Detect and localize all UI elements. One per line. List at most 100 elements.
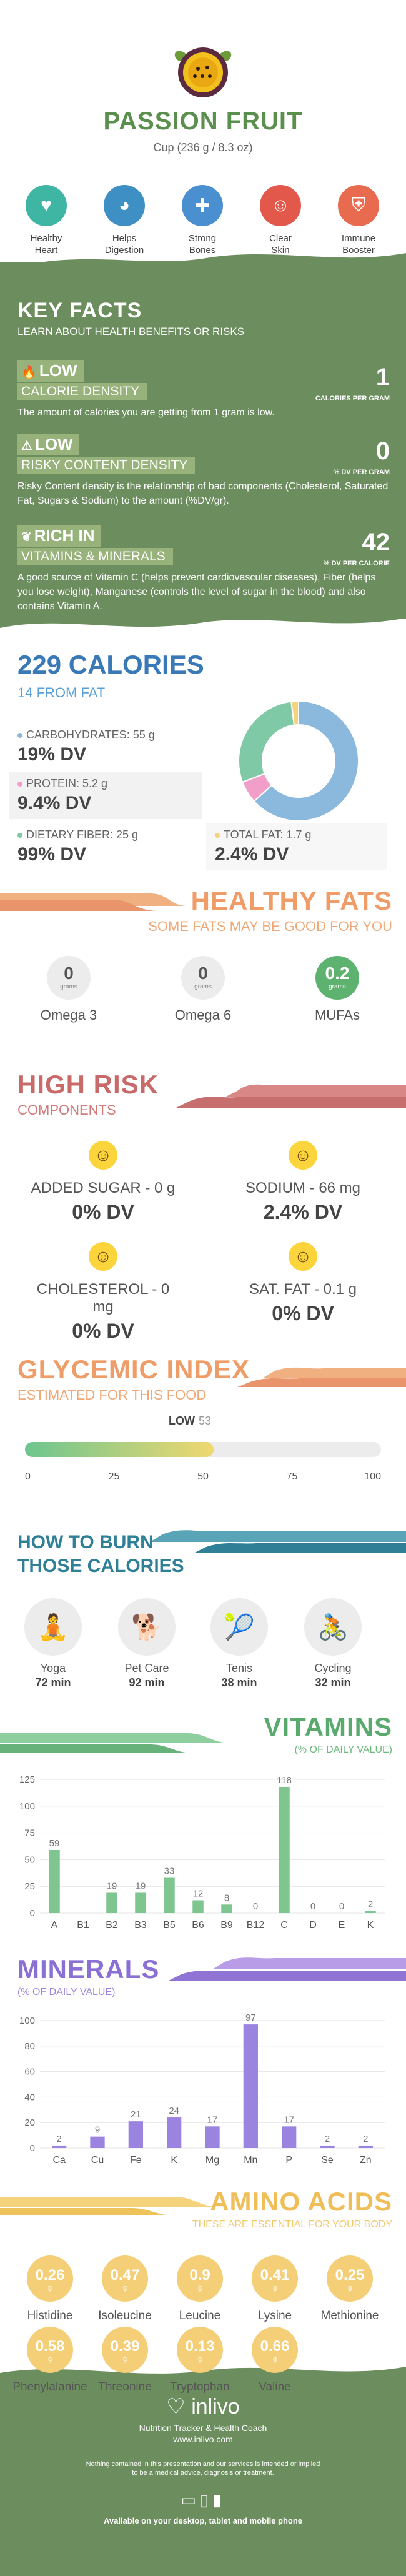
benefit-label-line2: Booster	[342, 245, 375, 256]
healthy-fat-circle: 0 grams	[181, 956, 225, 1000]
bar	[128, 2121, 143, 2148]
bar	[358, 2145, 373, 2148]
activity-name: Cycling	[314, 1662, 352, 1674]
risk-item: ☺ ADDED SUGAR - 0 g 0% DV	[25, 1141, 181, 1224]
amino-label: Threonine	[98, 2380, 152, 2394]
key-fact-value: 1	[375, 364, 390, 391]
amino-circle: 0.9 g	[177, 2255, 223, 2302]
y-tick-label: 125	[19, 1774, 35, 1785]
flame-icon: 🔥	[21, 366, 37, 379]
amino-label: Tryptophan	[170, 2380, 230, 2394]
bar-value-label: 97	[245, 2013, 256, 2023]
x-tick-label: K	[367, 1920, 374, 1931]
key-fact-level: ❦ RICH IN	[17, 525, 101, 547]
page-title: PASSION FRUIT	[103, 107, 303, 135]
bar	[243, 2024, 258, 2148]
x-tick-label: B9	[220, 1920, 233, 1931]
donut-slice	[253, 700, 359, 822]
glycemic-tick-label: 0	[25, 1471, 31, 1482]
x-tick-label: B2	[106, 1920, 118, 1931]
x-tick-label: D	[309, 1920, 317, 1931]
healthy-fat-unit: grams	[194, 983, 212, 990]
bar	[320, 2145, 335, 2148]
donut-slice	[290, 700, 299, 726]
risk-name: CHOLESTEROL - 0 mg	[36, 1281, 170, 1315]
benefit-item: ♥ Healthy Heart	[12, 185, 81, 256]
key-fact-unit: CALORIES PER GRAM	[315, 395, 390, 402]
healthy-fat-item: 0.2 grams MUFAs	[290, 956, 384, 1023]
risk-name: ADDED SUGAR - 0 g	[31, 1180, 176, 1196]
x-tick-label: B3	[134, 1920, 147, 1931]
amino-unit: g	[47, 2355, 52, 2363]
bar-value-label: 12	[193, 1888, 204, 1899]
burn-title-line2: THOSE CALORIES	[17, 1556, 184, 1576]
risk-dv: 0% DV	[72, 1320, 134, 1342]
healthy-fat-circle: 0 grams	[47, 956, 91, 1000]
bar-value-label: 21	[131, 2109, 141, 2120]
amino-label: Phenylalanine	[12, 2380, 87, 2394]
risk-dv: 0% DV	[272, 1302, 334, 1325]
bar	[282, 2126, 297, 2148]
key-fact-unit: % DV PER GRAM	[333, 469, 390, 476]
amino-value: 0.66	[260, 2338, 290, 2355]
vitamins-title: VITAMINS	[264, 1712, 392, 1741]
x-tick-label: C	[280, 1920, 288, 1931]
bar-value-label: 24	[169, 2106, 179, 2116]
y-tick-label: 80	[24, 2041, 35, 2052]
smiley-face-icon: ☺	[289, 1242, 317, 1271]
y-tick-label: 0	[30, 2143, 35, 2154]
amino-value: 0.39	[110, 2338, 140, 2355]
benefit-label-line2: Heart	[34, 245, 58, 256]
macro-name-text: DIETARY FIBER: 25 g	[26, 828, 139, 841]
glycemic-subtitle: ESTIMATED FOR THIS FOOD	[17, 1387, 207, 1403]
smiley-face-icon: ☺	[89, 1141, 117, 1170]
x-tick-label: Zn	[360, 2155, 372, 2166]
minerals-bar-chart: 0 20 40 60 80 100 2 Ca 9 Cu 21 Fe 24 K 17 Mg 97 Mn 17 P 2 Se 2…	[19, 2013, 385, 2166]
bar	[90, 2136, 105, 2148]
heart-logo-icon: ♡	[166, 2395, 186, 2419]
burn-activity: 🚴 Cycling 32 min	[292, 1598, 374, 1689]
macro-dv: 19% DV	[17, 744, 87, 765]
donut-slice	[238, 700, 295, 783]
bar-value-label: 8	[224, 1892, 229, 1903]
leaf-icon: ❦	[21, 530, 32, 544]
amino-value: 0.58	[35, 2338, 65, 2355]
amino-circle: 0.47 g	[102, 2255, 148, 2302]
footer-disclaimer-line2: to be a medical advice, diagnosis or tre…	[132, 2469, 274, 2477]
healthy-fats-ribbon	[0, 893, 187, 911]
amino-item: 0.9 g Leucine	[159, 2255, 240, 2323]
key-fact: ⚠ LOW RISKY CONTENT DENSITY 0 % DV PER GRAM R…	[17, 434, 390, 508]
amino-title: AMINO ACIDS	[210, 2187, 392, 2216]
macro-dv: 99% DV	[17, 844, 87, 865]
risk-dv: 0% DV	[72, 1201, 134, 1223]
bar	[49, 1849, 60, 1913]
amino-value: 0.9	[189, 2267, 210, 2284]
bar-value-label: 33	[164, 1866, 175, 1877]
healthy-fat-label: MUFAs	[314, 1007, 360, 1023]
bar	[279, 1786, 290, 1913]
bar	[205, 2126, 220, 2148]
benefit-label-line1: Clear	[269, 233, 292, 244]
amino-label: Isoleucine	[98, 2309, 152, 2322]
amino-item: 0.25 g Methionine	[309, 2255, 390, 2323]
benefit-label: Helps Digestion	[90, 232, 159, 256]
amino-item: 0.58 g Phenylalanine	[9, 2327, 91, 2394]
smiley-face-icon: ☺	[289, 1141, 317, 1170]
amino-circle: 0.25 g	[327, 2255, 373, 2302]
macro-name-text: CARBOHYDRATES: 55 g	[26, 729, 155, 741]
bar-value-label: 2	[325, 2134, 330, 2144]
amino-circle: 0.66 g	[252, 2327, 298, 2373]
glycemic-ribbon	[237, 1367, 406, 1387]
footer-url[interactable]: www.inlivo.com	[173, 2434, 233, 2444]
bar-value-label: 19	[107, 1881, 117, 1891]
key-facts-subtitle: LEARN ABOUT HEALTH BENEFITS OR RISKS	[17, 326, 245, 337]
key-fact: 🔥 LOW CALORIE DENSITY 1 CALORIES PER GRAM The…	[17, 360, 390, 420]
healthy-fat-value: 0.2	[325, 963, 350, 983]
bar-value-label: 17	[284, 2114, 294, 2125]
activity-name: Pet Care	[124, 1662, 169, 1674]
benefit-label: Strong Bones	[168, 232, 237, 256]
benefit-label-line2: Digestion	[104, 245, 144, 256]
legend-dot	[17, 782, 22, 787]
heart-icon: ♥	[26, 185, 67, 226]
key-fact-name: RISKY CONTENT DENSITY	[17, 457, 196, 474]
